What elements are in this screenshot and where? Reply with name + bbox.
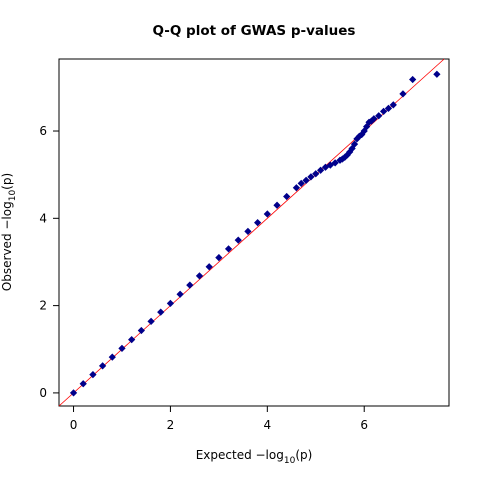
data-point — [69, 389, 78, 397]
data-point — [118, 344, 126, 353]
data-point — [147, 317, 155, 325]
data-point — [316, 166, 325, 174]
y-tick-label: 4 — [39, 211, 47, 225]
data-point — [409, 75, 417, 84]
data-point — [375, 112, 383, 120]
y-tick-label: 2 — [39, 299, 47, 313]
data-point — [186, 281, 194, 289]
data-point — [370, 115, 378, 123]
data-point — [292, 184, 301, 192]
data-point — [244, 227, 252, 236]
plot-frame — [58, 58, 450, 407]
data-point — [89, 370, 97, 379]
y-tick-label: 0 — [39, 386, 47, 400]
data-point — [234, 236, 242, 244]
x-axis-label: Expected −log10(p) — [196, 448, 313, 466]
data-point — [326, 161, 334, 169]
data-point — [224, 245, 233, 253]
data-point — [389, 101, 397, 109]
data-point — [166, 299, 175, 308]
data-point — [321, 163, 330, 171]
data-point — [79, 380, 87, 388]
x-axis: 0 2 4 6 — [70, 406, 368, 432]
x-tick-label: 6 — [360, 418, 368, 432]
data-point — [331, 159, 339, 167]
data-point — [350, 140, 359, 148]
data-point — [379, 107, 388, 116]
data-point — [205, 263, 213, 271]
data-point — [137, 326, 145, 335]
data-point — [215, 253, 223, 262]
data-point — [263, 210, 271, 218]
data-point — [176, 290, 184, 298]
y-axis: 0 2 4 6 — [39, 124, 59, 400]
data-point — [384, 104, 393, 112]
data-point — [108, 353, 116, 361]
data-point — [297, 179, 305, 188]
points-layer — [69, 70, 441, 397]
y-tick-label: 6 — [39, 124, 47, 138]
data-point — [98, 362, 107, 370]
data-point — [399, 90, 407, 98]
chart-title: Q-Q plot of GWAS p-values — [153, 23, 356, 39]
data-point — [312, 170, 320, 178]
data-point — [254, 219, 262, 227]
data-point — [195, 272, 204, 280]
data-point — [273, 201, 281, 209]
x-tick-label: 0 — [70, 418, 78, 432]
data-point — [157, 308, 165, 316]
x-tick-label: 4 — [264, 418, 272, 432]
data-point — [433, 70, 441, 78]
data-point — [302, 176, 310, 184]
data-point — [283, 192, 291, 201]
data-point — [128, 336, 136, 344]
data-point — [307, 173, 315, 181]
x-tick-label: 2 — [167, 418, 175, 432]
y-axis-label: Observed −log10(p) — [0, 173, 18, 291]
